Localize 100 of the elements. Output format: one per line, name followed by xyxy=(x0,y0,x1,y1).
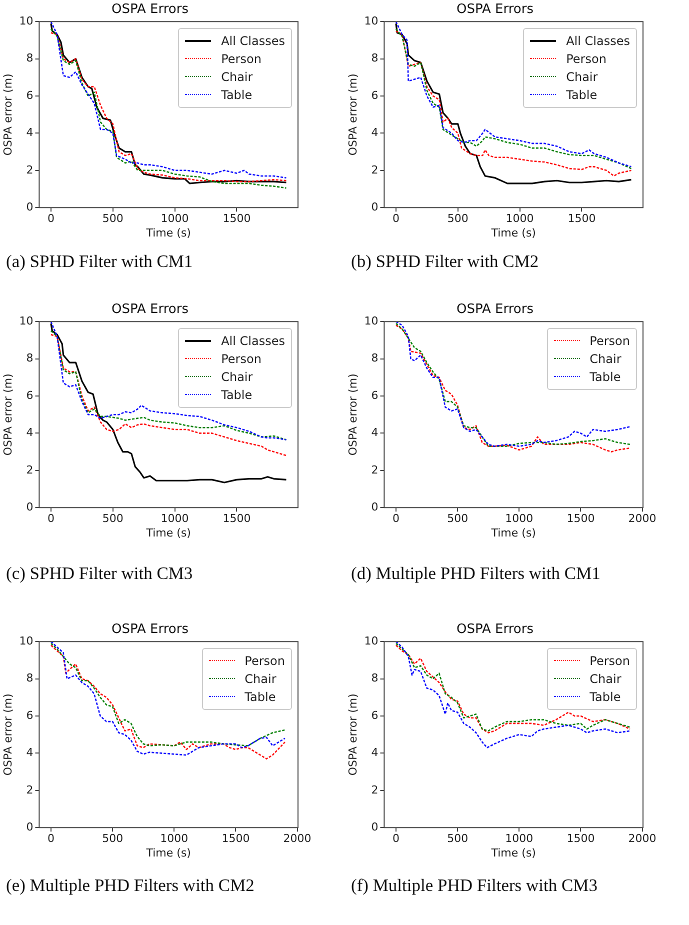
x-tick-label: 1500 xyxy=(222,832,250,846)
line-series xyxy=(395,642,631,748)
y-axis-title: OSPA error (m) xyxy=(346,74,360,156)
x-tick-label: 500 xyxy=(102,832,124,846)
x-axis-title: Time (s) xyxy=(490,526,536,540)
y-tick-label: 4 xyxy=(26,126,34,140)
y-tick-label: 0 xyxy=(26,820,34,834)
y-tick-label: 4 xyxy=(26,426,34,440)
x-tick-label: 1500 xyxy=(222,512,251,526)
y-axis-title: OSPA error (m) xyxy=(1,694,14,776)
y-tick-label: 2 xyxy=(371,783,378,796)
text: (d) Multiple PHD Filters with CM1 xyxy=(351,563,602,583)
legend-label: Person xyxy=(221,352,262,366)
x-tick-label: 2000 xyxy=(283,832,312,846)
x-tick-label: 1000 xyxy=(505,512,534,526)
x-axis-title: Time (s) xyxy=(145,226,191,240)
y-tick-label: 10 xyxy=(364,14,378,28)
y-tick-label: 6 xyxy=(26,388,34,402)
x-tick-label: 2000 xyxy=(628,832,656,846)
y-tick-label: 6 xyxy=(26,88,34,102)
chart-title: OSPA Errors xyxy=(456,302,534,318)
x-tick-label: 1500 xyxy=(222,212,251,226)
x-tick-label: 0 xyxy=(392,212,400,226)
y-tick-label: 10 xyxy=(19,314,34,328)
x-tick-label: 0 xyxy=(47,512,54,526)
x-tick-label: 0 xyxy=(47,212,54,226)
legend-label: Table xyxy=(221,388,252,402)
y-tick-label: 8 xyxy=(26,672,34,685)
chart-title: OSPA Errors xyxy=(112,302,189,318)
x-tick-label: 0 xyxy=(392,832,400,846)
y-axis-title: OSPA error (m) xyxy=(1,374,14,456)
y-tick-label: 10 xyxy=(364,314,378,328)
legend-label: Table xyxy=(244,690,276,704)
y-tick-label: 0 xyxy=(26,200,34,214)
x-tick-label: 1500 xyxy=(568,212,596,226)
legend-label: All Classes xyxy=(221,334,285,348)
legend-label: Table xyxy=(566,88,598,102)
chart-title: OSPA Errors xyxy=(112,622,189,638)
x-axis-title: Time (s) xyxy=(490,846,536,860)
text: (a) SPHD Filter with CM1 xyxy=(6,251,194,271)
y-tick-label: 0 xyxy=(26,500,34,514)
y-tick-label: 0 xyxy=(371,500,378,514)
y-tick-label: 4 xyxy=(26,746,34,760)
y-tick-label: 2 xyxy=(371,463,378,476)
y-tick-label: 2 xyxy=(26,783,34,796)
legend-label: Chair xyxy=(221,70,253,84)
legend-label: All Classes xyxy=(221,34,285,48)
y-axis-title: OSPA error (m) xyxy=(1,74,14,156)
y-tick-label: 2 xyxy=(26,463,34,476)
legend-label: Chair xyxy=(221,370,253,384)
legend-label: Person xyxy=(566,52,606,66)
y-tick-label: 10 xyxy=(19,14,34,28)
x-tick-label: 500 xyxy=(447,212,468,226)
x-tick-label: 1000 xyxy=(160,212,189,226)
x-tick-label: 1000 xyxy=(160,832,188,846)
y-tick-label: 8 xyxy=(371,52,378,65)
y-tick-label: 0 xyxy=(371,200,378,214)
legend-label: Chair xyxy=(566,70,598,84)
x-tick-label: 2000 xyxy=(628,512,656,526)
y-tick-label: 8 xyxy=(26,352,34,365)
y-tick-label: 2 xyxy=(371,163,378,176)
y-tick-label: 10 xyxy=(19,634,34,648)
y-tick-label: 2 xyxy=(26,163,34,176)
y-tick-label: 8 xyxy=(26,52,34,65)
y-tick-label: 4 xyxy=(371,746,378,760)
chart-title: OSPA Errors xyxy=(456,622,534,638)
y-tick-label: 6 xyxy=(26,708,34,722)
legend-label: Table xyxy=(221,88,252,102)
y-tick-label: 4 xyxy=(371,426,378,440)
text: (c) SPHD Filter with CM3 xyxy=(6,563,194,583)
line-series xyxy=(50,334,287,456)
y-axis-title: OSPA error (m) xyxy=(346,374,360,456)
text: (b) SPHD Filter with CM2 xyxy=(351,251,540,271)
x-axis-title: Time (s) xyxy=(145,846,191,860)
legend-label: Person xyxy=(590,334,630,348)
y-tick-label: 6 xyxy=(371,88,378,102)
y-axis-title: OSPA error (m) xyxy=(346,694,360,776)
legend-label: All Classes xyxy=(566,34,630,48)
x-tick-label: 0 xyxy=(48,832,55,846)
legend-label: Person xyxy=(221,52,262,66)
y-tick-label: 6 xyxy=(371,388,378,402)
x-tick-label: 1000 xyxy=(505,832,534,846)
x-tick-label: 1000 xyxy=(160,512,189,526)
y-tick-label: 0 xyxy=(371,820,378,834)
chart-title: OSPA Errors xyxy=(112,2,189,18)
x-tick-label: 1000 xyxy=(506,212,534,226)
legend-label: Chair xyxy=(590,672,622,686)
y-tick-label: 10 xyxy=(364,634,378,648)
x-tick-label: 1500 xyxy=(566,512,595,526)
x-tick-label: 0 xyxy=(392,512,400,526)
legend-label: Person xyxy=(244,654,285,668)
text: (f) Multiple PHD Filters with CM3 xyxy=(351,875,598,895)
x-tick-label: 500 xyxy=(447,832,468,846)
x-tick-label: 500 xyxy=(102,512,124,526)
legend-label: Person xyxy=(590,654,630,668)
legend-label: Table xyxy=(590,690,621,704)
x-tick-label: 500 xyxy=(102,212,124,226)
x-axis-title: Time (s) xyxy=(145,526,191,540)
legend-label: Chair xyxy=(590,352,622,366)
y-tick-label: 4 xyxy=(371,126,378,140)
